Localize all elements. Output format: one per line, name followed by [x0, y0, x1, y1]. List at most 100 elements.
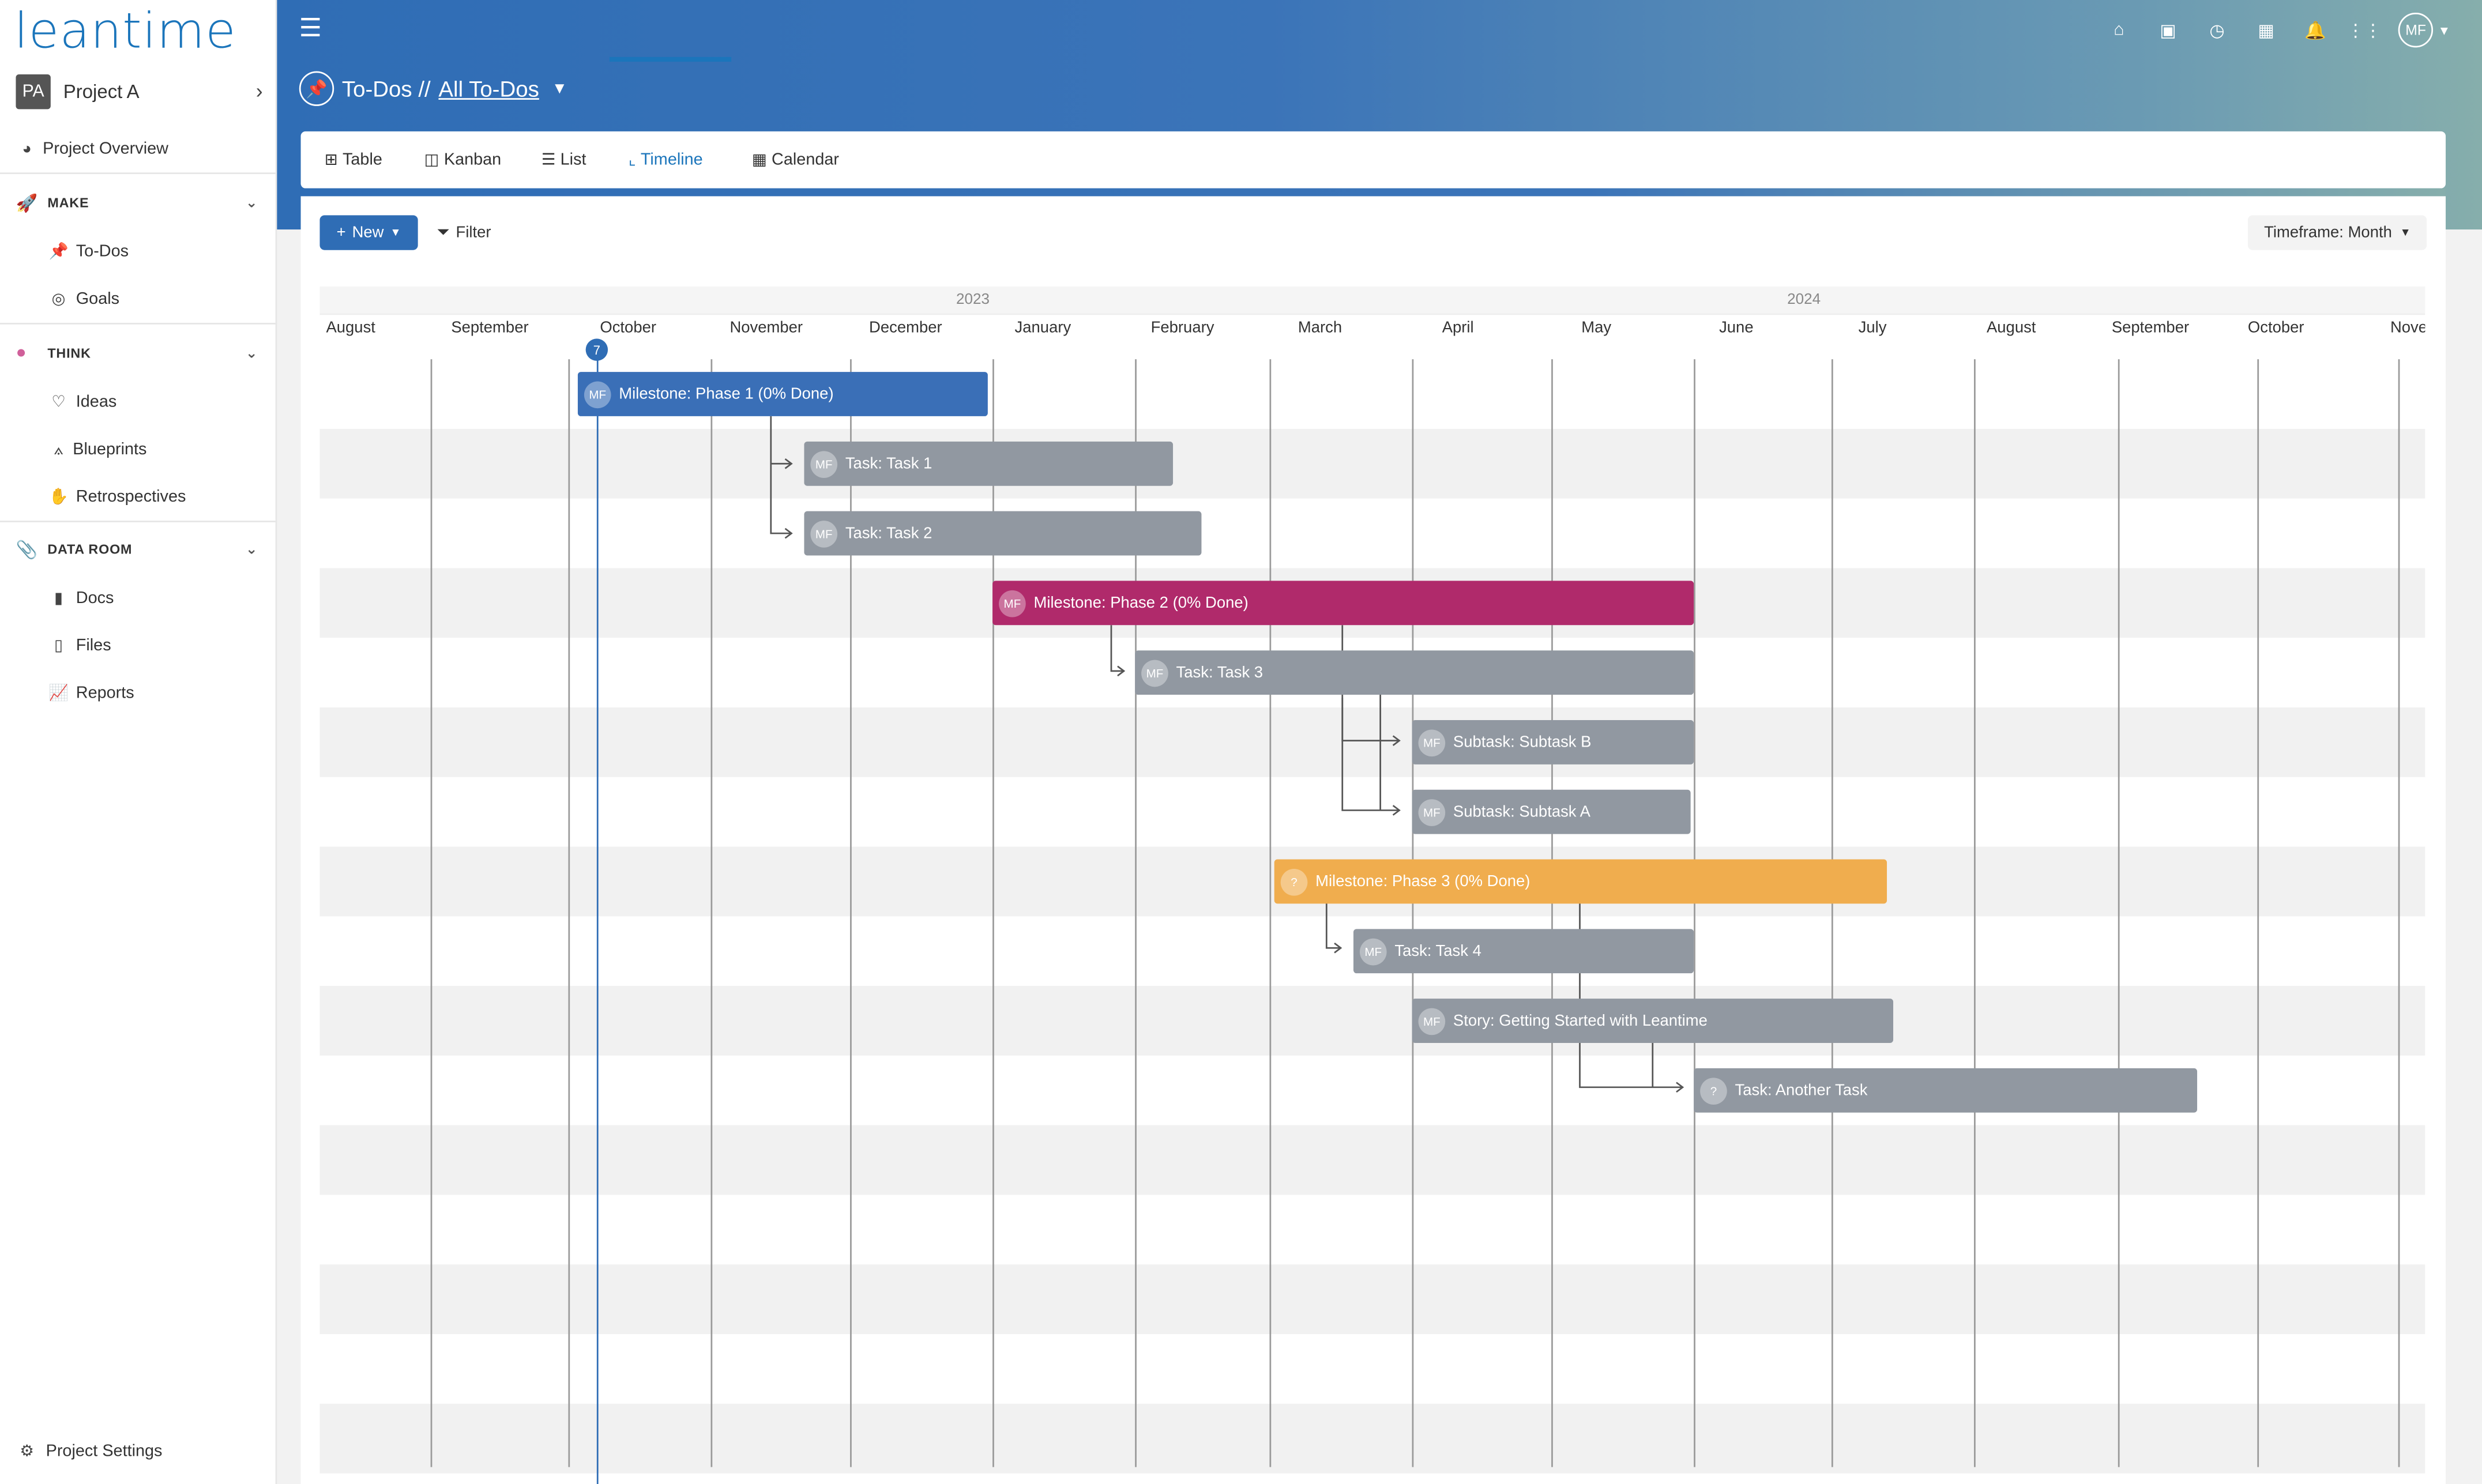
pin-icon: 📌 — [299, 71, 334, 106]
dependency-arrowhead — [1392, 805, 1401, 816]
sidebar-item-todos[interactable]: 📌 To-Dos — [47, 234, 324, 269]
chevron-down-icon: ⌄ — [245, 344, 258, 360]
page-heading: 📌 To-Dos // All To-Dos ▼ — [299, 71, 567, 106]
milestone-bar[interactable]: MF Milestone: Phase 1 (0% Done) — [577, 372, 988, 416]
view-selector-link[interactable]: All To-Dos — [438, 76, 539, 101]
brain-icon: ● — [16, 343, 27, 363]
year-label: 2024 — [1787, 291, 1821, 309]
tab-kanban[interactable]: ◫ Kanban — [424, 150, 502, 170]
calendar-icon[interactable]: ▦ — [2258, 21, 2274, 40]
gear-icon: ⚙ — [20, 1442, 34, 1460]
filter-button[interactable]: ⏷ Filter — [437, 224, 491, 242]
sidebar-item-goals[interactable]: ◎ Goals — [47, 282, 324, 317]
month-label: August — [326, 319, 375, 337]
timeline-row — [319, 428, 2425, 499]
project-badge: PA — [16, 74, 51, 110]
table-icon: ⊞ — [324, 151, 338, 169]
month-label: June — [1719, 319, 1754, 337]
month-label: February — [1150, 319, 1214, 337]
assignee-avatar: MF — [810, 450, 838, 477]
task-bar[interactable]: MF Subtask: Subtask A — [1412, 789, 1691, 834]
file-icon: ▯ — [54, 636, 63, 655]
bar-label: Subtask: Subtask A — [1453, 803, 1590, 821]
dependency-line — [1110, 625, 1124, 672]
sidebar-section-think[interactable]: ● THINK ⌄ — [16, 343, 258, 363]
apps-icon[interactable]: ⋮⋮ — [2346, 21, 2382, 40]
timeline-row — [319, 986, 2425, 1056]
compass-drafting-icon: ⟑ — [54, 440, 63, 458]
caret-down-icon[interactable]: ▼ — [551, 80, 567, 97]
dependency-arrowhead — [1676, 1082, 1684, 1093]
timeline-row — [319, 1403, 2425, 1474]
tab-calendar[interactable]: ▦ Calendar — [751, 150, 840, 170]
tabs-accent-strip — [300, 188, 2446, 197]
project-switcher[interactable]: PA Project A › — [16, 73, 269, 111]
dependency-arrowhead — [1117, 665, 1126, 677]
bar-label: Task: Task 2 — [845, 524, 932, 543]
month-gridline — [2398, 359, 2400, 1467]
sidebar-item-ideas[interactable]: ♡ Ideas — [47, 385, 324, 419]
month-label: January — [1014, 319, 1071, 337]
lightbulb-icon: ♡ — [51, 393, 66, 411]
sidebar-item-retrospectives[interactable]: ✋ Retrospectives — [47, 480, 324, 514]
tab-list[interactable]: ☰ List — [541, 150, 586, 170]
task-bar[interactable]: MF Task: Task 3 — [1135, 650, 1694, 695]
home-icon[interactable]: ⌂ — [2114, 20, 2124, 40]
today-marker[interactable]: 7 — [585, 338, 608, 361]
bar-label: Milestone: Phase 2 (0% Done) — [1033, 594, 1248, 612]
task-bar[interactable]: ? Task: Another Task — [1694, 1068, 2198, 1113]
sidebar-item-project-overview[interactable]: ◕ Project Overview — [16, 131, 292, 166]
milestone-bar[interactable]: MF Milestone: Phase 2 (0% Done) — [992, 581, 1694, 626]
tab-table[interactable]: ⊞ Table — [324, 150, 382, 170]
milestone-bar[interactable]: ? Milestone: Phase 3 (0% Done) — [1274, 859, 1887, 904]
tab-timeline[interactable]: ⌞ Timeline — [628, 150, 703, 170]
plus-icon: + — [336, 224, 346, 242]
filter-icon: ⏷ — [437, 224, 450, 242]
sidebar-item-blueprints[interactable]: ⟑ Blueprints — [47, 432, 324, 466]
project-name: Project A — [63, 80, 140, 103]
sidebar-item-reports[interactable]: 📈 Reports — [47, 676, 324, 710]
menu-toggle-icon[interactable]: ☰ — [299, 16, 322, 43]
month-gridline — [1135, 359, 1137, 1467]
dependency-arrowhead — [1334, 942, 1342, 954]
sidebar-section-make[interactable]: 🚀 MAKE ⌄ — [0, 185, 277, 220]
caret-down-icon[interactable]: ▼ — [2438, 22, 2451, 37]
pin-icon: 📌 — [48, 243, 69, 261]
bar-label: Task: Task 4 — [1394, 942, 1481, 960]
chevron-down-icon: ⌄ — [245, 540, 258, 556]
gantt-chart: 2023 2024 August September October November… — [319, 286, 2425, 1484]
sidebar-item-files[interactable]: ▯ Files — [47, 628, 324, 663]
bar-label: Task: Task 1 — [845, 455, 932, 473]
dependency-arrowhead — [784, 528, 793, 539]
clock-icon[interactable]: ◷ — [2209, 21, 2225, 40]
task-bar[interactable]: MF Task: Task 2 — [804, 511, 1202, 556]
sidebar-section-data-room[interactable]: 📎 DATA ROOM ⌄ — [0, 532, 277, 566]
timeframe-dropdown[interactable]: Timeframe: Month ▼ — [2248, 215, 2427, 250]
new-button[interactable]: + New ▼ — [319, 215, 418, 250]
task-bar[interactable]: MF Task: Task 4 — [1353, 929, 1694, 974]
month-gridline — [2118, 359, 2120, 1467]
bullseye-icon: ◎ — [51, 290, 66, 308]
sidebar-item-docs[interactable]: ▮ Docs — [47, 581, 324, 615]
task-bar[interactable]: MF Task: Task 1 — [804, 441, 1174, 486]
paperclip-icon: 📎 — [16, 540, 38, 560]
briefcase-icon[interactable]: ▣ — [2160, 21, 2176, 40]
sidebar-item-project-settings[interactable]: ⚙ Project Settings — [16, 1434, 292, 1468]
bell-icon[interactable]: 🔔 — [2304, 21, 2326, 40]
assignee-avatar: MF — [1418, 729, 1446, 756]
assignee-avatar: ? — [1700, 1076, 1727, 1104]
assignee-avatar: MF — [1418, 798, 1446, 826]
user-avatar[interactable]: MF — [2398, 12, 2434, 48]
month-gridline — [568, 359, 570, 1467]
assignee-avatar: ? — [1280, 868, 1308, 895]
task-bar[interactable]: MF Story: Getting Started with Leantime — [1412, 999, 1894, 1043]
month-label: September — [451, 319, 529, 337]
year-header: 2023 2024 — [319, 286, 2425, 314]
leantime-logo[interactable]: leantime — [14, 3, 237, 61]
month-header: August September October November December Ja… — [319, 313, 2425, 360]
assignee-avatar: MF — [1418, 1007, 1446, 1034]
dependency-line — [1341, 698, 1400, 811]
task-bar[interactable]: MF Subtask: Subtask B — [1412, 720, 1694, 764]
dependency-line — [770, 416, 792, 465]
month-label: October — [2247, 319, 2304, 337]
